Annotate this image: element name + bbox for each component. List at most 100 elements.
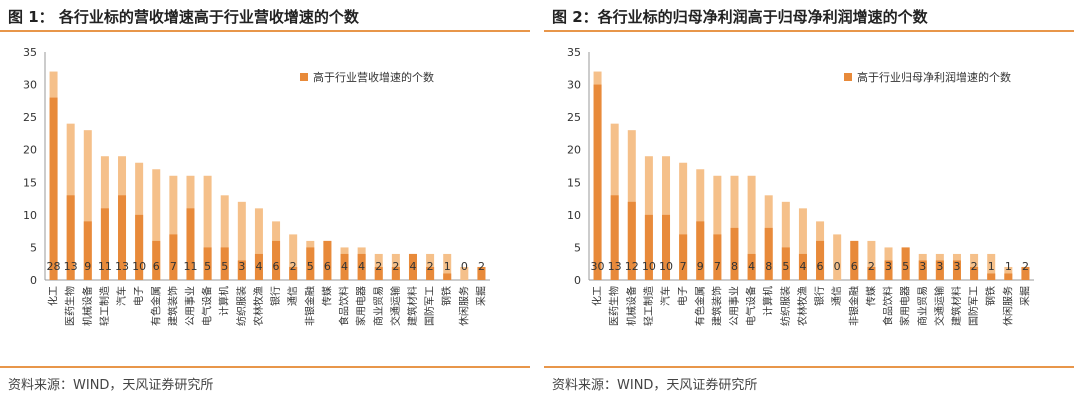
x-tick-label: 化工 [47,286,60,306]
y-tick-label: 20 [23,144,37,157]
data-label: 5 [782,260,789,273]
bar-highlight [918,260,927,280]
x-tick-label: 非银金融 [303,286,316,326]
x-tick-label: 非银金融 [847,286,860,326]
chart-panel-2: 图 2：各行业标的归母净利润高于归母净利润增速的个数 0 5 10 15 20 25 30 3… [544,0,1074,402]
x-tick-label: 建筑装饰 [710,286,723,326]
x-tick-label: 建筑装饰 [166,286,179,326]
bar-highlight [884,260,893,280]
chart-2-source: 资料来源：WIND，天风证券研究所 [552,378,758,393]
x-tick-label: 机械设备 [81,286,94,326]
bar-highlight [764,227,773,280]
data-label: 7 [714,260,721,273]
bar-highlight [696,221,705,280]
data-label: 2 [868,260,875,273]
x-tick-label: 公用事业 [727,286,740,326]
x-tick-label: 电气设备 [201,286,214,326]
bar-highlight [987,273,996,280]
x-tick-label: 建筑材料 [406,286,419,326]
data-label: 6 [273,260,280,273]
data-label: 3 [953,260,960,273]
x-tick-label: 钢铁 [440,286,453,306]
bar-total [679,162,688,280]
bar-highlight [426,266,435,280]
x-tick-label: 汽车 [659,286,672,306]
data-label: 6 [153,260,160,273]
bar-highlight [1021,266,1030,280]
bar-highlight [593,84,602,280]
x-tick-label: 钢铁 [984,286,997,306]
x-tick-label: 传媒 [865,286,877,306]
bar-total [152,169,161,280]
x-tick-label: 国防军工 [423,286,436,326]
x-tick-label: 商业贸易 [916,286,929,326]
bar-total [220,195,229,280]
x-tick-label: 汽车 [115,286,128,306]
x-tick-label: 银行 [269,286,282,306]
x-tick-label: 家用电器 [899,286,912,326]
x-tick-label: 医药生物 [64,286,77,326]
data-label: 1 [1005,260,1012,273]
x-tick-label: 有色金属 [693,286,706,326]
chart-panel-1: 图 1： 各行业标的营收增速高于行业营收增速的个数 0 5 10 15 20 25 30 35… [0,0,530,402]
bar-total [169,175,178,280]
x-tick-label: 交通运输 [389,286,402,326]
data-label: 10 [642,260,656,273]
bar-highlight [850,240,859,280]
bar-highlight [254,253,263,280]
bar-total [747,175,756,280]
bar-highlight [357,253,366,280]
bar-highlight [272,240,281,280]
bar-total [254,208,263,280]
bar-highlight [49,97,58,280]
bar-highlight [644,214,653,280]
x-tick-label: 化工 [591,286,604,306]
bar-highlight [186,208,195,280]
x-tick-label: 休闲服务 [1001,286,1014,326]
x-tick-label: 纺织服装 [235,286,248,326]
data-label: 13 [608,260,622,273]
chart-1-top-rule [0,30,530,32]
x-tick-label: 通信 [831,286,843,306]
bar-total [460,266,469,280]
bar-highlight [443,273,452,280]
bar-highlight [340,253,349,280]
x-tick-label: 计算机 [218,286,231,316]
bar-highlight [323,240,332,280]
data-label: 2 [1022,260,1029,273]
bar-total [987,253,996,280]
chart-1-bottom-rule [0,366,530,368]
x-tick-label: 机械设备 [625,286,638,326]
bar-total [713,175,722,280]
data-label: 8 [765,260,772,273]
data-label: 6 [817,260,824,273]
bar-highlight [662,214,671,280]
data-label: 0 [461,260,468,273]
data-label: 4 [358,260,365,273]
y-tick-label: 25 [23,111,37,124]
bar-highlight [391,266,400,280]
data-label: 11 [183,260,197,273]
bar-highlight [747,253,756,280]
chart-2-bottom-rule [544,366,1074,368]
data-label: 3 [919,260,926,273]
bar-highlight [781,247,790,280]
x-tick-label: 通信 [287,286,299,306]
chart-2-top-rule [544,30,1074,32]
data-label: 9 [697,260,704,273]
bar-highlight [66,195,75,280]
data-label: 5 [204,260,211,273]
data-label: 2 [392,260,399,273]
data-label: 10 [659,260,673,273]
chart-1-svg: 0510152025303528化工13医药生物9机械设备11轻工制造13汽车1… [23,46,490,326]
bar-highlight [1004,273,1013,280]
legend-swatch [844,73,852,81]
bar-total [867,240,876,280]
bar-highlight [289,266,298,280]
data-label: 13 [64,260,78,273]
x-tick-label: 食品饮料 [882,286,895,326]
legend-label: 高于行业营收增速的个数 [313,70,434,84]
x-tick-label: 建筑材料 [950,286,963,326]
y-tick-label: 25 [567,111,581,124]
bar-highlight [970,266,979,280]
